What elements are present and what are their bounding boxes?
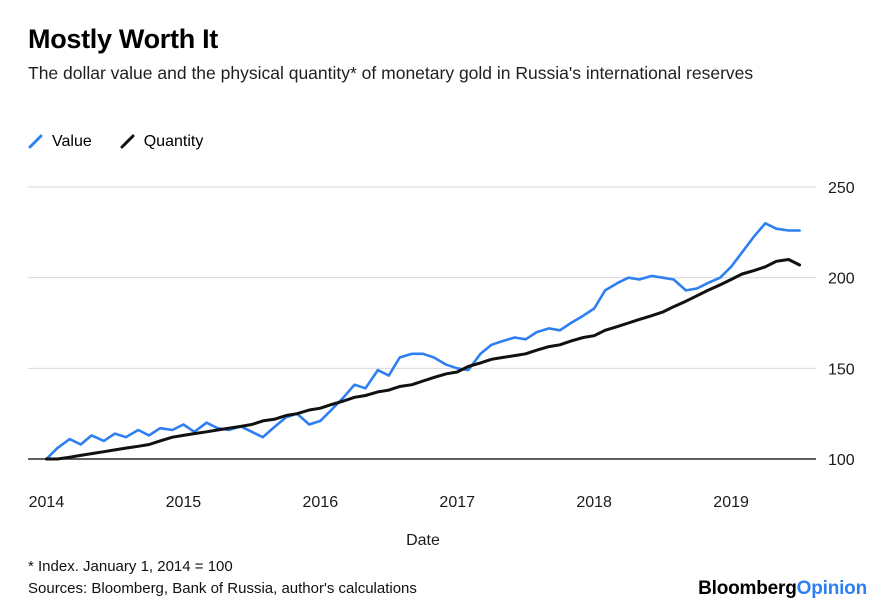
value-line-icon <box>28 134 43 149</box>
brand-bloomberg: Bloomberg <box>698 578 797 599</box>
y-tick-label-200: 200 <box>828 271 855 288</box>
legend-label-value: Value <box>52 133 92 150</box>
x-tick-label-2018: 2018 <box>576 494 612 511</box>
y-tick-label-150: 150 <box>828 361 855 378</box>
x-axis-title: Date <box>406 532 440 549</box>
series-line-value <box>45 221 801 461</box>
x-tick-label-2017: 2017 <box>439 494 475 511</box>
legend-label-quantity: Quantity <box>143 133 204 150</box>
footnote: * Index. January 1, 2014 = 100 <box>28 558 233 575</box>
legend-item-value: Value <box>28 133 92 151</box>
legend-item-quantity: Quantity <box>120 133 204 151</box>
chart-subtitle: The dollar value and the physical quanti… <box>28 63 754 83</box>
brand-opinion: Opinion <box>796 578 868 599</box>
bloomberg-opinion-logo: BloombergOpinion <box>698 578 867 600</box>
chart-title: Mostly Worth It <box>28 24 218 54</box>
y-tick-label-100: 100 <box>828 452 855 469</box>
sources-line: Sources: Bloomberg, Bank of Russia, auth… <box>28 580 417 597</box>
y-tick-label-250: 250 <box>828 180 855 197</box>
x-tick-label-2015: 2015 <box>166 494 202 511</box>
legend: Value Quantity <box>28 133 203 151</box>
x-tick-label-2014: 2014 <box>29 494 65 511</box>
quantity-line-icon <box>120 134 135 149</box>
chart-canvas: 100 150 200 250 2014 2015 2016 2017 2018 2019 <box>28 180 855 511</box>
x-tick-label-2016: 2016 <box>303 494 339 511</box>
x-tick-label-2019: 2019 <box>713 494 749 511</box>
series-line-quantity <box>44 258 802 461</box>
